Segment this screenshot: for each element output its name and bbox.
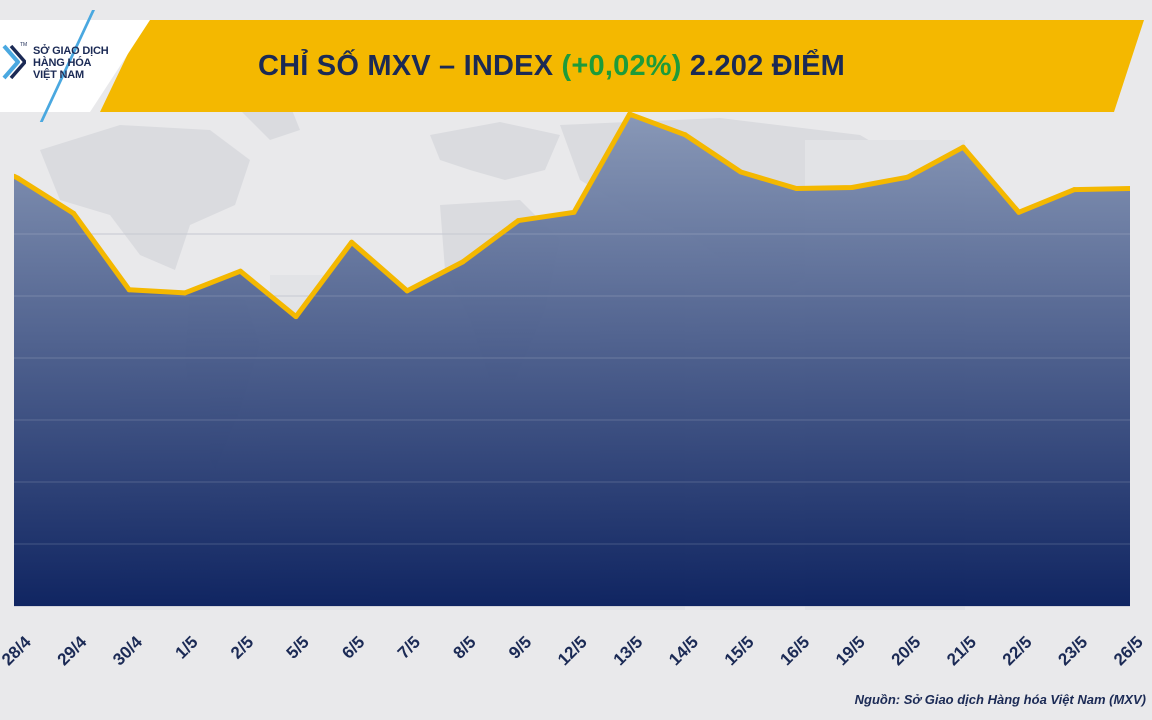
title-banner bbox=[100, 20, 1144, 112]
logo-wordmark: SỞ GIAO DỊCH HÀNG HÓA VIỆT NAM bbox=[33, 45, 109, 81]
logo-line-3: VIỆT NAM bbox=[33, 69, 84, 81]
data-point bbox=[237, 268, 243, 274]
data-point bbox=[126, 287, 132, 293]
data-point bbox=[793, 186, 799, 192]
x-tick-label: 14/5 bbox=[665, 632, 702, 669]
x-tick-label: 28/4 bbox=[0, 632, 35, 669]
data-point bbox=[1016, 209, 1022, 215]
data-point bbox=[571, 209, 577, 215]
title-index-value: 2.202 ĐIỂM bbox=[689, 50, 846, 82]
x-tick-label: 23/5 bbox=[1054, 632, 1091, 669]
data-point bbox=[627, 111, 633, 117]
mxv-chevron-logo-icon bbox=[2, 44, 26, 80]
data-point bbox=[182, 290, 188, 296]
data-point bbox=[738, 169, 744, 175]
x-tick-label: 12/5 bbox=[554, 632, 591, 669]
data-point bbox=[460, 259, 466, 265]
data-point bbox=[404, 288, 410, 294]
x-tick-label: 22/5 bbox=[999, 632, 1036, 669]
chart-title: CHỈ SỐ MXV – INDEX (+0,02%) 2.202 ĐIỂM bbox=[258, 46, 845, 86]
data-point bbox=[960, 144, 966, 150]
x-tick-label: 21/5 bbox=[943, 632, 980, 669]
x-tick-label: 8/5 bbox=[449, 632, 479, 662]
title-change-percent: (+0,02%) bbox=[561, 50, 682, 82]
data-point bbox=[71, 210, 77, 216]
title-prefix: CHỈ SỐ MXV – INDEX bbox=[258, 50, 554, 82]
x-tick-label: 20/5 bbox=[888, 632, 925, 669]
source-note: Nguồn: Sở Giao dịch Hàng hóa Việt Nam (M… bbox=[854, 692, 1146, 707]
data-point bbox=[1071, 187, 1077, 193]
data-point bbox=[15, 175, 21, 181]
x-tick-label: 15/5 bbox=[721, 632, 758, 669]
data-point bbox=[1127, 186, 1130, 192]
x-tick-label: 19/5 bbox=[832, 632, 869, 669]
data-point bbox=[293, 314, 299, 320]
data-point bbox=[682, 132, 688, 138]
series-area-fill bbox=[14, 114, 1130, 606]
logo-line-2: HÀNG HÓA bbox=[33, 57, 92, 69]
series-line bbox=[14, 111, 1130, 320]
x-tick-label: 2/5 bbox=[227, 632, 257, 662]
trademark-mark: TM bbox=[20, 42, 28, 48]
x-tick-label: 29/4 bbox=[54, 632, 91, 669]
logo-line-1: SỞ GIAO DỊCH bbox=[33, 45, 109, 57]
x-tick-label: 1/5 bbox=[171, 632, 201, 662]
x-tick-label: 5/5 bbox=[283, 632, 313, 662]
data-point bbox=[905, 174, 911, 180]
data-point bbox=[849, 185, 855, 190]
data-point bbox=[349, 239, 355, 245]
x-tick-label: 6/5 bbox=[338, 632, 368, 662]
x-tick-label: 30/4 bbox=[109, 632, 146, 669]
x-tick-label: 26/5 bbox=[1110, 632, 1147, 669]
x-tick-label: 16/5 bbox=[776, 632, 813, 669]
x-tick-label: 7/5 bbox=[394, 632, 424, 662]
x-tick-label: 9/5 bbox=[505, 632, 535, 662]
x-tick-label: 13/5 bbox=[610, 632, 647, 669]
data-point bbox=[515, 218, 521, 224]
